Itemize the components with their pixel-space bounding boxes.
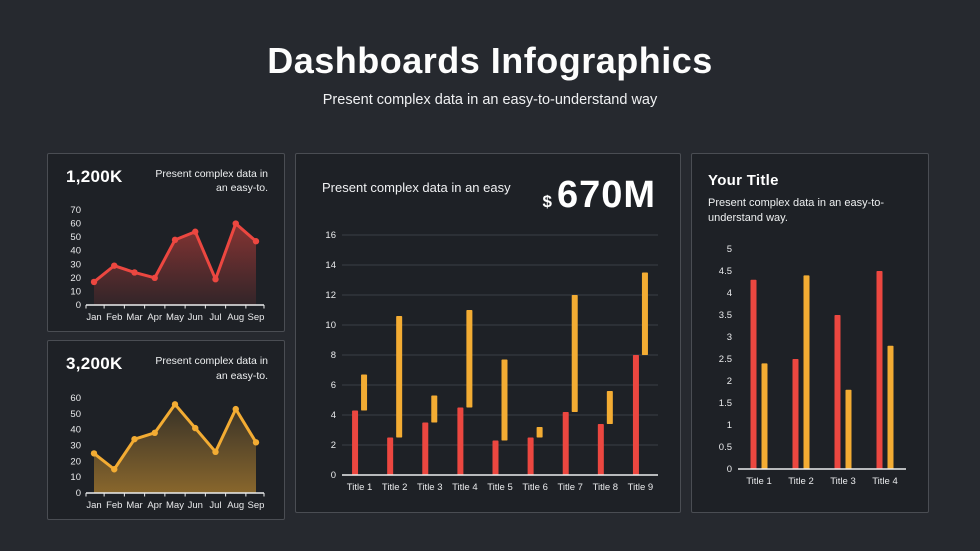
svg-text:Title 9: Title 9 [628,482,654,493]
svg-text:3.5: 3.5 [719,310,732,321]
svg-text:Apr: Apr [147,500,162,511]
svg-text:0: 0 [331,470,336,481]
main-chart-caption: Present complex data in an easy [322,180,511,195]
svg-text:10: 10 [325,320,336,331]
svg-text:Jun: Jun [188,500,203,511]
svg-text:Mar: Mar [126,500,142,511]
svg-text:Title 3: Title 3 [417,482,443,493]
svg-text:3: 3 [727,332,732,343]
svg-text:0: 0 [76,300,81,311]
svg-text:Sep: Sep [248,312,265,323]
svg-text:5: 5 [727,244,732,255]
svg-text:Title 2: Title 2 [788,476,814,487]
right-panel-title: Your Title [708,172,779,189]
svg-text:Jul: Jul [209,500,221,511]
svg-text:40: 40 [70,246,81,257]
svg-text:30: 30 [70,260,81,271]
svg-text:May: May [166,500,184,511]
stat-red-description: Present complex data in an easy-to. [155,168,268,195]
svg-text:Apr: Apr [147,312,162,323]
svg-text:20: 20 [70,456,81,467]
svg-text:30: 30 [70,440,81,451]
svg-text:4.5: 4.5 [719,266,732,277]
svg-text:Jun: Jun [188,312,203,323]
svg-text:Jan: Jan [86,500,101,511]
svg-text:Title 1: Title 1 [347,482,373,493]
svg-text:Title 3: Title 3 [830,476,856,487]
svg-text:8: 8 [331,350,336,361]
svg-text:6: 6 [331,380,336,391]
svg-text:Feb: Feb [106,500,122,511]
svg-text:40: 40 [70,424,81,435]
right-panel-description: Present complex data in an easy-to-under… [708,197,885,225]
svg-text:4: 4 [727,288,732,299]
svg-text:Title 4: Title 4 [872,476,898,487]
svg-text:Aug: Aug [227,500,244,511]
svg-text:0.5: 0.5 [719,442,732,453]
svg-text:2.5: 2.5 [719,354,732,365]
stat-yellow-header: 3,200K Present complex data in an easy-t… [60,354,272,382]
page-title: Dashboards Infographics [267,40,713,81]
stat-red-header: 1,200K Present complex data in an easy-t… [60,167,272,195]
svg-text:Title 7: Title 7 [557,482,583,493]
svg-text:Title 6: Title 6 [522,482,548,493]
svg-text:4: 4 [331,410,336,421]
svg-text:10: 10 [70,287,81,298]
panel-main-chart: Present complex data in an easy $ 670M 0… [295,153,681,513]
svg-text:Title 2: Title 2 [382,482,408,493]
right-bar-chart: 0 0.5 1 1.5 2 2.5 3 3.5 4 4.5 5 Title 1 Title 2 Title… [719,244,906,487]
svg-text:Feb: Feb [106,312,122,323]
svg-text:2: 2 [331,440,336,451]
svg-text:Mar: Mar [126,312,142,323]
svg-text:50: 50 [70,409,81,420]
yellow-area-chart: 0 10 20 30 40 50 60 Jan Feb Mar Apr May Jun Jul Aug Sep [70,393,265,511]
svg-text:12: 12 [325,290,336,301]
page-subtitle: Present complex data in an easy-to-under… [322,92,658,108]
svg-text:1.5: 1.5 [719,398,732,409]
main-chart-header: Present complex data in an easy $ 670M [312,172,666,217]
svg-text:20: 20 [70,273,81,284]
currency-symbol: $ [542,192,552,211]
stat-red-value: 1,200K [66,167,123,186]
stat-yellow-description: Present complex data in an easy-to. [155,355,268,382]
svg-text:14: 14 [325,260,336,271]
svg-text:Jan: Jan [86,312,101,323]
svg-text:70: 70 [70,205,81,216]
left-column: 1,200K Present complex data in an easy-t… [47,153,285,520]
svg-text:0: 0 [727,464,732,475]
svg-text:Title 4: Title 4 [452,482,478,493]
slide-header: Dashboards Infographics Present complex … [0,0,980,108]
svg-text:50: 50 [70,232,81,243]
panel-your-title: Your Title Present complex data in an ea… [691,153,929,513]
panels-row: 1,200K Present complex data in an easy-t… [47,153,930,520]
svg-text:2: 2 [727,376,732,387]
svg-text:Aug: Aug [227,312,244,323]
panel-stat-yellow: 3,200K Present complex data in an easy-t… [47,340,285,520]
svg-text:Sep: Sep [248,500,265,511]
svg-text:May: May [166,312,184,323]
svg-text:60: 60 [70,393,81,404]
svg-text:10: 10 [70,472,81,483]
svg-text:Jul: Jul [209,312,221,323]
panel-stat-red: 1,200K Present complex data in an easy-t… [47,153,285,333]
big-value-amount: 670M [556,174,656,216]
svg-text:1: 1 [727,420,732,431]
red-area-chart: 0 10 20 30 40 50 60 70 Jan Feb Mar Apr May Jun Jul Aug S… [70,205,265,323]
main-bar-chart: 0 2 4 6 8 10 12 14 16 Title 1 Title 2 Title 3 Title … [325,230,658,493]
svg-text:Title 8: Title 8 [593,482,619,493]
big-value: $ 670M [542,174,656,217]
svg-text:0: 0 [76,488,81,499]
svg-text:60: 60 [70,219,81,230]
stat-yellow-value: 3,200K [66,354,123,374]
svg-text:Title 5: Title 5 [487,482,513,493]
svg-text:Title 1: Title 1 [746,476,772,487]
svg-text:16: 16 [325,230,336,241]
